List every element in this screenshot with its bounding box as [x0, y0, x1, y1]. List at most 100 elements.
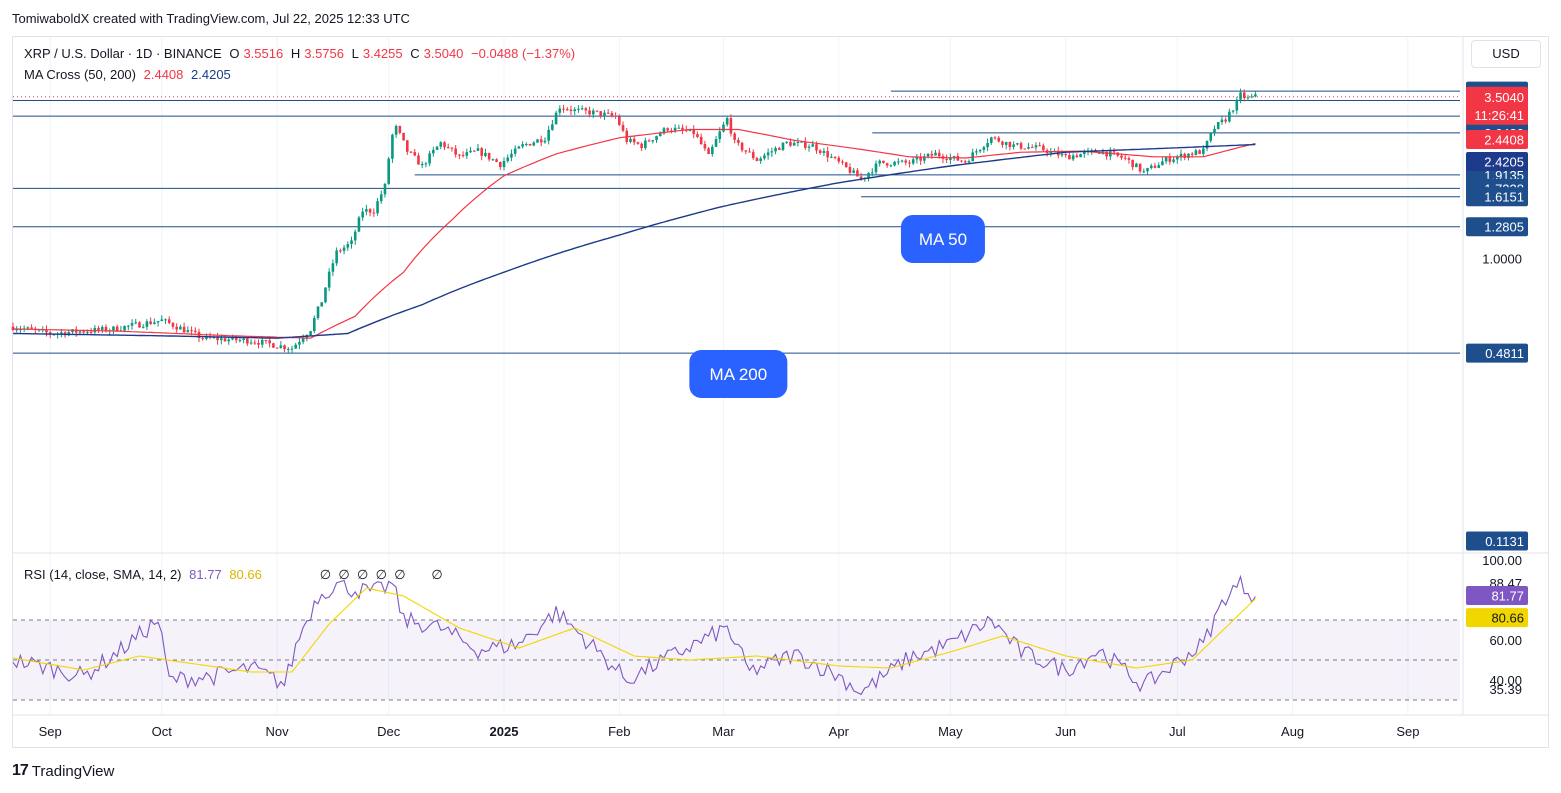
candle-body-323 [1213, 128, 1216, 133]
candle-body-153 [580, 108, 584, 110]
candle-body-186 [703, 144, 707, 149]
candle-body-86 [331, 263, 335, 272]
candle-body-134 [510, 153, 513, 158]
candle-body-230 [867, 172, 870, 178]
candles [11, 88, 1257, 354]
tradingview-brand[interactable]: 17 TradingView [12, 762, 114, 780]
candle-body-119 [454, 148, 457, 155]
candle-body-240 [904, 160, 908, 163]
ma200-line [13, 143, 1256, 339]
candle-body-190 [718, 131, 722, 140]
candle-body-158 [599, 111, 603, 116]
candle-body-38 [153, 322, 156, 324]
candle-body-228 [859, 176, 863, 179]
candle-body-246 [926, 153, 930, 157]
change-value: −0.0488 (−1.37%) [471, 46, 576, 61]
candle-body-138 [525, 143, 528, 145]
candle-body-110 [420, 163, 424, 165]
candle-body-195 [737, 139, 740, 143]
candle-body-13 [60, 332, 63, 334]
candle-body-58 [227, 339, 231, 342]
candle-body-189 [714, 139, 718, 147]
level-badge-8-label: 0.4811 [1485, 346, 1524, 361]
candle-body-27 [112, 326, 115, 331]
brand-name: TradingView [31, 762, 115, 780]
candle-body-197 [744, 150, 748, 152]
candle-body-214 [807, 146, 811, 148]
currency-button[interactable]: USD [1471, 40, 1541, 68]
rsi-tick-0: 100.00 [1482, 553, 1522, 568]
candle-body-47 [186, 330, 190, 333]
candle-body-310 [1164, 157, 1168, 162]
rsi-tick-4: 35.39 [1489, 682, 1522, 697]
x-tick-label-1: Oct [152, 724, 173, 739]
ma200-callout-label: MA 200 [710, 365, 768, 384]
ma50-callout-box [900, 215, 985, 263]
candle-body-329 [1235, 99, 1239, 111]
rsi-marker-1: ∅ [338, 568, 349, 583]
rsi-title: RSI (14, close, SMA, 14, 2) [24, 567, 182, 582]
candle-body-131 [498, 161, 502, 168]
candle-body-211 [796, 142, 800, 144]
candle-body-273 [1027, 147, 1030, 149]
candle-body-115 [439, 142, 443, 147]
ma50-callout-label: MA 50 [919, 230, 967, 249]
candle-body-41 [164, 319, 167, 321]
candle-body-34 [138, 322, 141, 328]
rsi-lines: ∅ ∅ ∅ ∅ ∅ ∅ [12, 568, 1256, 696]
candle-body-150 [569, 109, 573, 112]
ma200-callout-box [689, 350, 788, 398]
candle-body-326 [1224, 119, 1227, 122]
candle-body-222 [837, 157, 841, 162]
candle-body-248 [934, 152, 937, 156]
candle-body-159 [603, 112, 606, 116]
candle-body-269 [1012, 144, 1015, 147]
candle-body-132 [502, 161, 506, 168]
x-tick-label-9: Jun [1055, 724, 1076, 739]
candle-body-196 [740, 142, 744, 151]
candle-body-188 [711, 146, 714, 154]
candle-body-144 [547, 129, 550, 141]
candle-body-112 [428, 153, 431, 164]
x-tick-label-7: Apr [829, 724, 850, 739]
candle-body-300 [1127, 158, 1131, 160]
candle-body-204 [770, 151, 774, 153]
ma50-badge-label: 2.4408 [1484, 132, 1524, 147]
candle-body-46 [182, 326, 186, 333]
candle-body-39 [156, 321, 160, 323]
candle-body-320 [1202, 148, 1205, 154]
candle-body-315 [1183, 153, 1187, 158]
candle-body-193 [729, 118, 733, 134]
candle-body-135 [513, 148, 517, 154]
candle-body-35 [141, 326, 145, 328]
candle-body-212 [800, 141, 803, 143]
candle-body-140 [532, 142, 536, 146]
candle-body-314 [1179, 153, 1183, 157]
candle-body-236 [889, 165, 893, 167]
candle-body-151 [573, 109, 576, 112]
x-tick-label-8: May [938, 724, 963, 739]
candle-body-40 [160, 319, 164, 322]
candle-body-333 [1250, 96, 1253, 98]
candle-body-160 [606, 112, 610, 114]
candle-body-302 [1135, 163, 1138, 168]
rsi-badge-label: 81.77 [1491, 588, 1524, 603]
rsi-marker-3: ∅ [376, 568, 387, 583]
candle-body-136 [517, 146, 521, 149]
candle-body-157 [595, 110, 599, 112]
candle-body-130 [495, 159, 498, 162]
candle-body-316 [1187, 153, 1190, 158]
rsi-sma-badge-bg [1466, 608, 1528, 628]
chart-credit: TomiwaboldX created with TradingView.com… [12, 11, 410, 26]
x-tick-label-5: Feb [608, 724, 630, 739]
rsi-sma-value: 80.66 [229, 567, 262, 582]
candle-body-64 [249, 342, 253, 344]
candle-body-276 [1038, 145, 1041, 147]
candle-body-225 [848, 167, 852, 173]
candle-body-96 [368, 209, 372, 213]
candle-body-162 [614, 115, 617, 117]
candle-body-187 [707, 148, 710, 154]
candle-body-218 [822, 150, 826, 153]
candle-body-89 [342, 247, 346, 251]
